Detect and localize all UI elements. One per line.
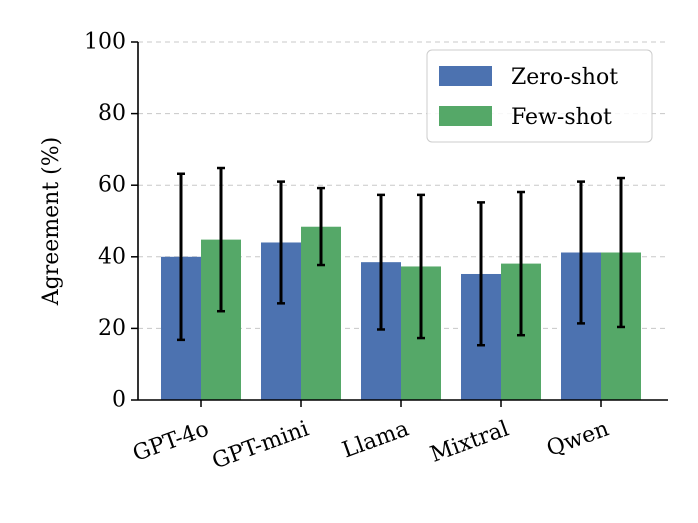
error-bars bbox=[177, 166, 625, 347]
error-bar-zero-shot-gpt-mini bbox=[277, 180, 285, 305]
bars bbox=[161, 226, 641, 400]
error-bar-few-shot-mixtral bbox=[517, 190, 525, 337]
error-bar-few-shot-gpt-4o bbox=[217, 166, 225, 313]
x-tick-label-qwen: Qwen bbox=[544, 416, 613, 461]
error-bar-few-shot-llama bbox=[417, 193, 425, 340]
legend-label-few-shot: Few-shot bbox=[511, 105, 612, 130]
error-bar-zero-shot-gpt-4o bbox=[177, 172, 185, 342]
axes bbox=[137, 42, 668, 401]
y-tick-label-100: 100 bbox=[84, 30, 126, 55]
x-tick-label-gpt-4o: GPT-4o bbox=[130, 416, 213, 466]
error-bar-zero-shot-mixtral bbox=[477, 201, 485, 347]
legend: Zero-shot Few-shot bbox=[426, 49, 653, 143]
y-tick-label-0: 0 bbox=[112, 388, 126, 413]
x-tick-label-mixtral: Mixtral bbox=[427, 416, 512, 467]
y-tick-label-40: 40 bbox=[98, 244, 126, 269]
y-tick-label-60: 60 bbox=[98, 173, 126, 198]
x-tick-label-llama: Llama bbox=[339, 416, 412, 463]
error-bar-zero-shot-qwen bbox=[577, 180, 585, 325]
y-tick-label-80: 80 bbox=[98, 101, 126, 126]
legend-swatch-zero-shot bbox=[439, 66, 492, 86]
y-tick-label-20: 20 bbox=[98, 316, 126, 341]
legend-label-zero-shot: Zero-shot bbox=[511, 65, 618, 90]
error-bar-few-shot-qwen bbox=[617, 176, 625, 329]
legend-swatch-few-shot bbox=[439, 106, 492, 126]
error-bar-zero-shot-llama bbox=[377, 193, 385, 331]
x-tick-label-gpt-mini: GPT-mini bbox=[209, 416, 312, 474]
y-axis-label: Agreement (%) bbox=[39, 137, 64, 306]
error-bar-few-shot-gpt-mini bbox=[317, 186, 325, 267]
y-ticks: 0 20 40 60 80 100 bbox=[84, 30, 138, 413]
